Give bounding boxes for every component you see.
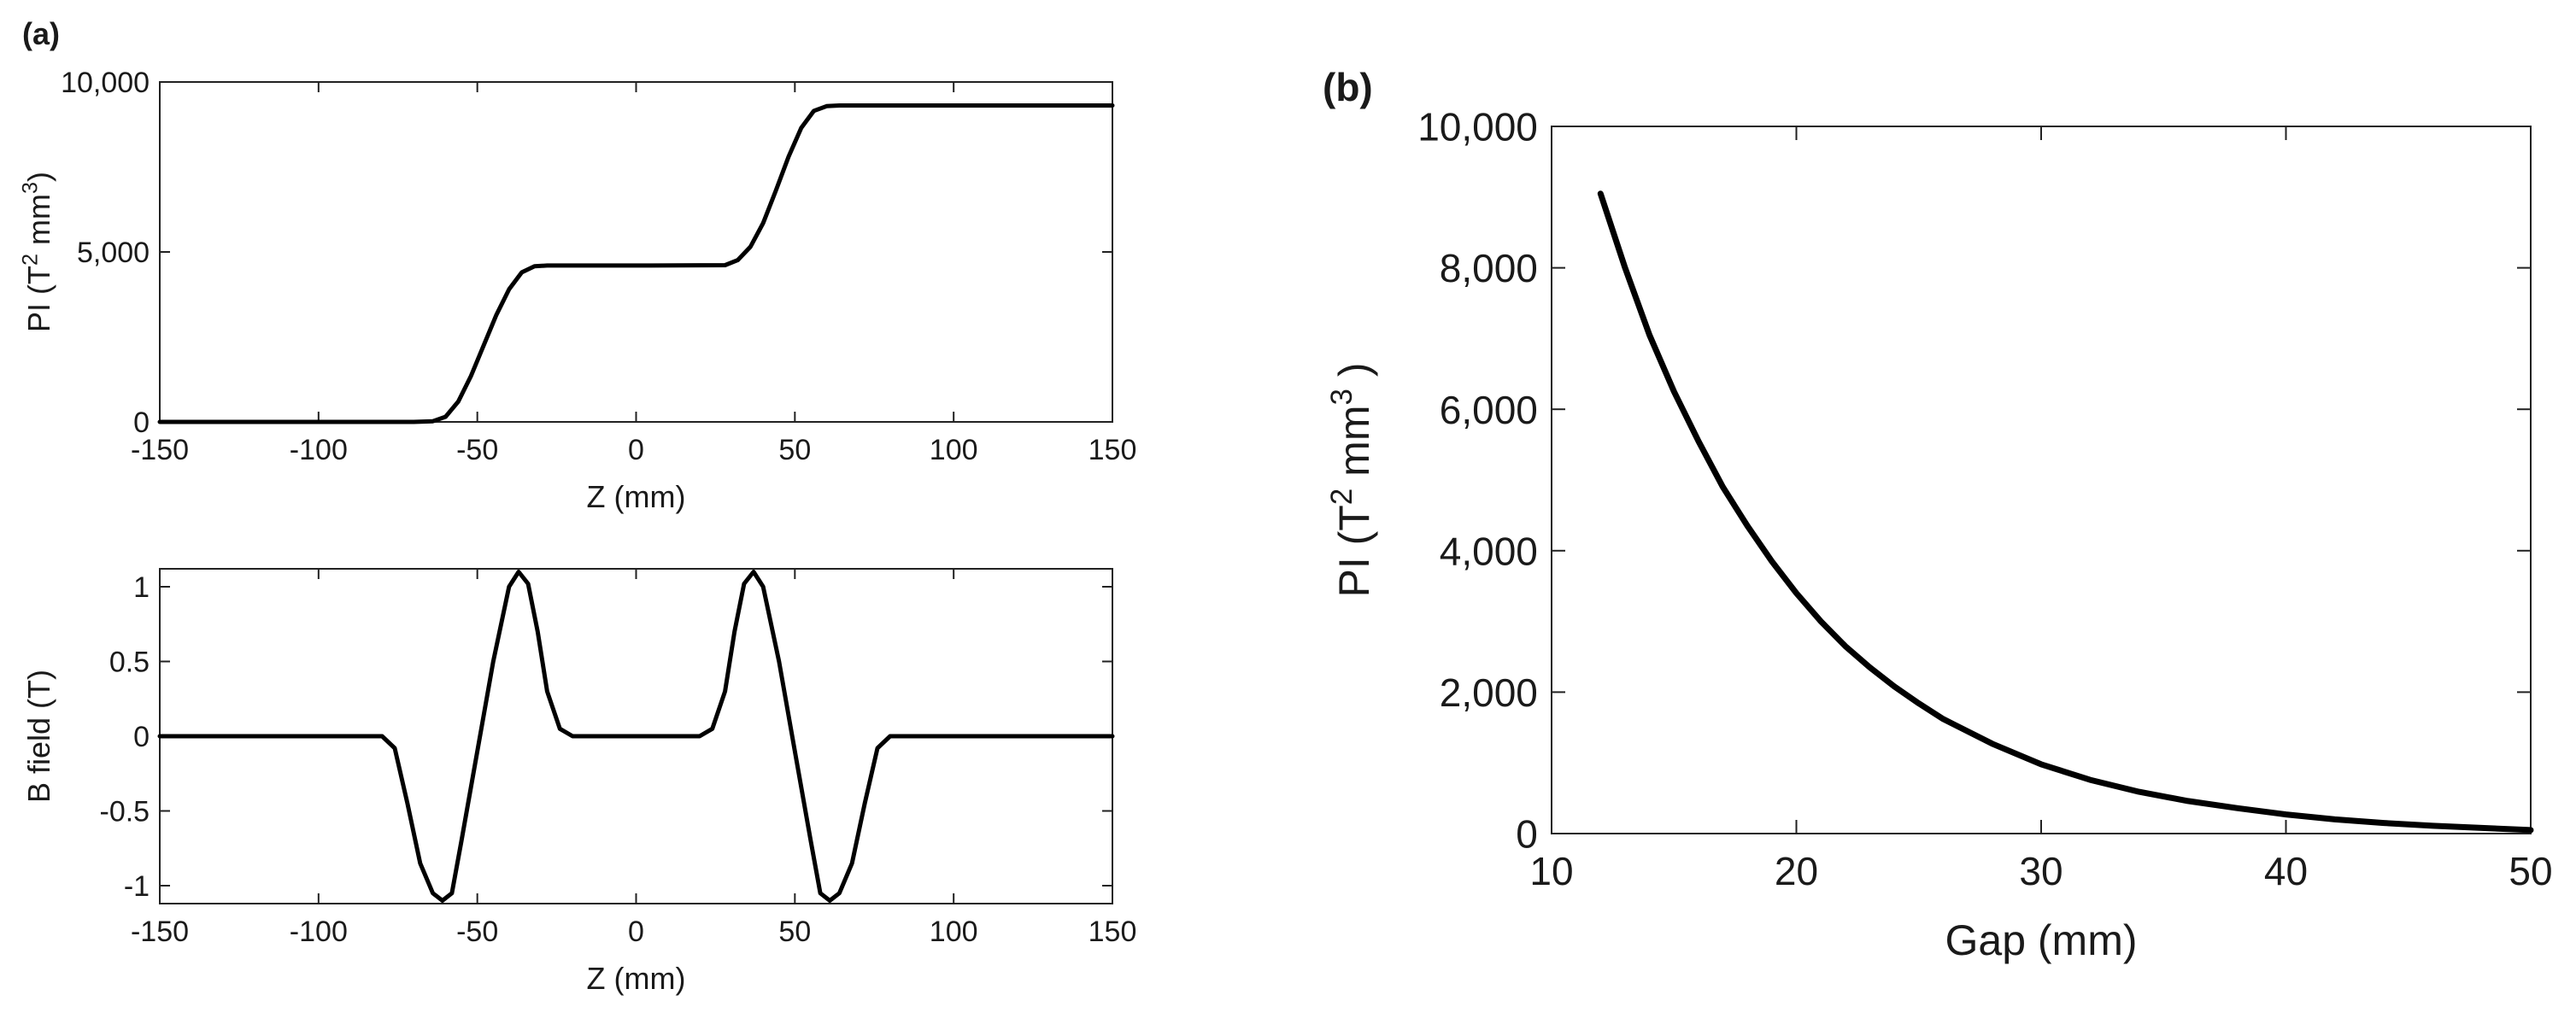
y-axis-label: B field (T): [21, 670, 56, 803]
x-tick-label: 30: [2019, 849, 2063, 893]
x-tick-label: 40: [2264, 849, 2308, 893]
y-tick-label: 6,000: [1440, 388, 1538, 432]
x-tick-label: 150: [1088, 434, 1137, 466]
x-tick-label: 50: [778, 434, 811, 466]
y-axis-label-superscript: 2: [19, 254, 43, 266]
y-axis-label-superscript: 2: [1325, 489, 1358, 505]
x-tick-label: -150: [131, 916, 189, 948]
y-axis-label-superscript: 3: [1325, 389, 1358, 405]
x-tick-label: 50: [2509, 849, 2552, 893]
y-tick-label: 2,000: [1440, 670, 1538, 715]
y-axis-label-part: PI (T: [21, 266, 56, 332]
plot-frame: [1551, 126, 2532, 834]
series-line: [157, 570, 1115, 903]
y-tick-label: 10,000: [61, 67, 150, 99]
series-line: [1597, 190, 2534, 834]
x-tick-label: 50: [778, 916, 811, 948]
y-axis-label: PI (T2 mm3 ): [1325, 362, 1378, 597]
y-tick-label: 0: [133, 721, 150, 753]
chart-pi-vs-z: -150 -100 -50 0 50 100 150 0 5,000 10,000 Z (mm) PI…: [19, 67, 1137, 514]
x-axis-label: Z (mm): [587, 479, 686, 514]
x-tick-label: 0: [628, 434, 644, 466]
x-axis-label: Gap (mm): [1945, 916, 2138, 964]
x-tick-label: 20: [1775, 849, 1818, 893]
y-axis-label-superscript: 3: [19, 182, 43, 194]
y-tick-label: 0: [133, 407, 150, 439]
y-axis-label-part: B field (T): [21, 670, 56, 803]
y-tick-label: 0.5: [109, 647, 150, 679]
x-tick-label: -100: [290, 434, 348, 466]
series-line: [157, 103, 1115, 424]
y-tick-label: 10,000: [1417, 105, 1538, 149]
y-axis-label-part: mm: [1330, 406, 1378, 489]
y-axis-label-part: ): [21, 172, 56, 182]
y-tick-label: 4,000: [1440, 529, 1538, 573]
x-tick-label: 10: [1529, 849, 1573, 893]
y-tick-label: -1: [124, 870, 150, 903]
x-tick-label: 100: [930, 916, 978, 948]
y-tick-label: 5,000: [77, 237, 150, 269]
panel-a-label: (a): [22, 16, 60, 51]
y-tick-label: -0.5: [100, 796, 150, 828]
y-axis-label: PI (T2 mm3): [19, 172, 56, 332]
x-axis-label: Z (mm): [587, 961, 686, 996]
x-tick-label: -50: [456, 434, 498, 466]
x-tick-label: -50: [456, 916, 498, 948]
x-tick-label: 100: [930, 434, 978, 466]
y-axis-label-part: PI (T: [1330, 505, 1378, 597]
chart-pi-vs-gap: 10 20 30 40 50 0 2,000 4,000 6,000 8,000 10,000 Gap…: [1325, 105, 2553, 964]
x-tick-label: -100: [290, 916, 348, 948]
y-axis-label-part: mm: [21, 194, 56, 254]
chart-bfield-vs-z: -150 -100 -50 0 50 100 150 -1 -0.5 0 0.5 1 Z (mm) B f…: [21, 568, 1137, 996]
x-tick-label: 0: [628, 916, 644, 948]
y-tick-label: 8,000: [1440, 246, 1538, 290]
x-tick-label: -150: [131, 434, 189, 466]
y-tick-label: 0: [1516, 812, 1538, 857]
panel-b-label: (b): [1323, 65, 1373, 109]
y-tick-label: 1: [133, 571, 150, 604]
x-tick-label: 150: [1088, 916, 1137, 948]
y-axis-label-part: ): [1330, 362, 1378, 389]
plot-frame: [159, 81, 1113, 423]
